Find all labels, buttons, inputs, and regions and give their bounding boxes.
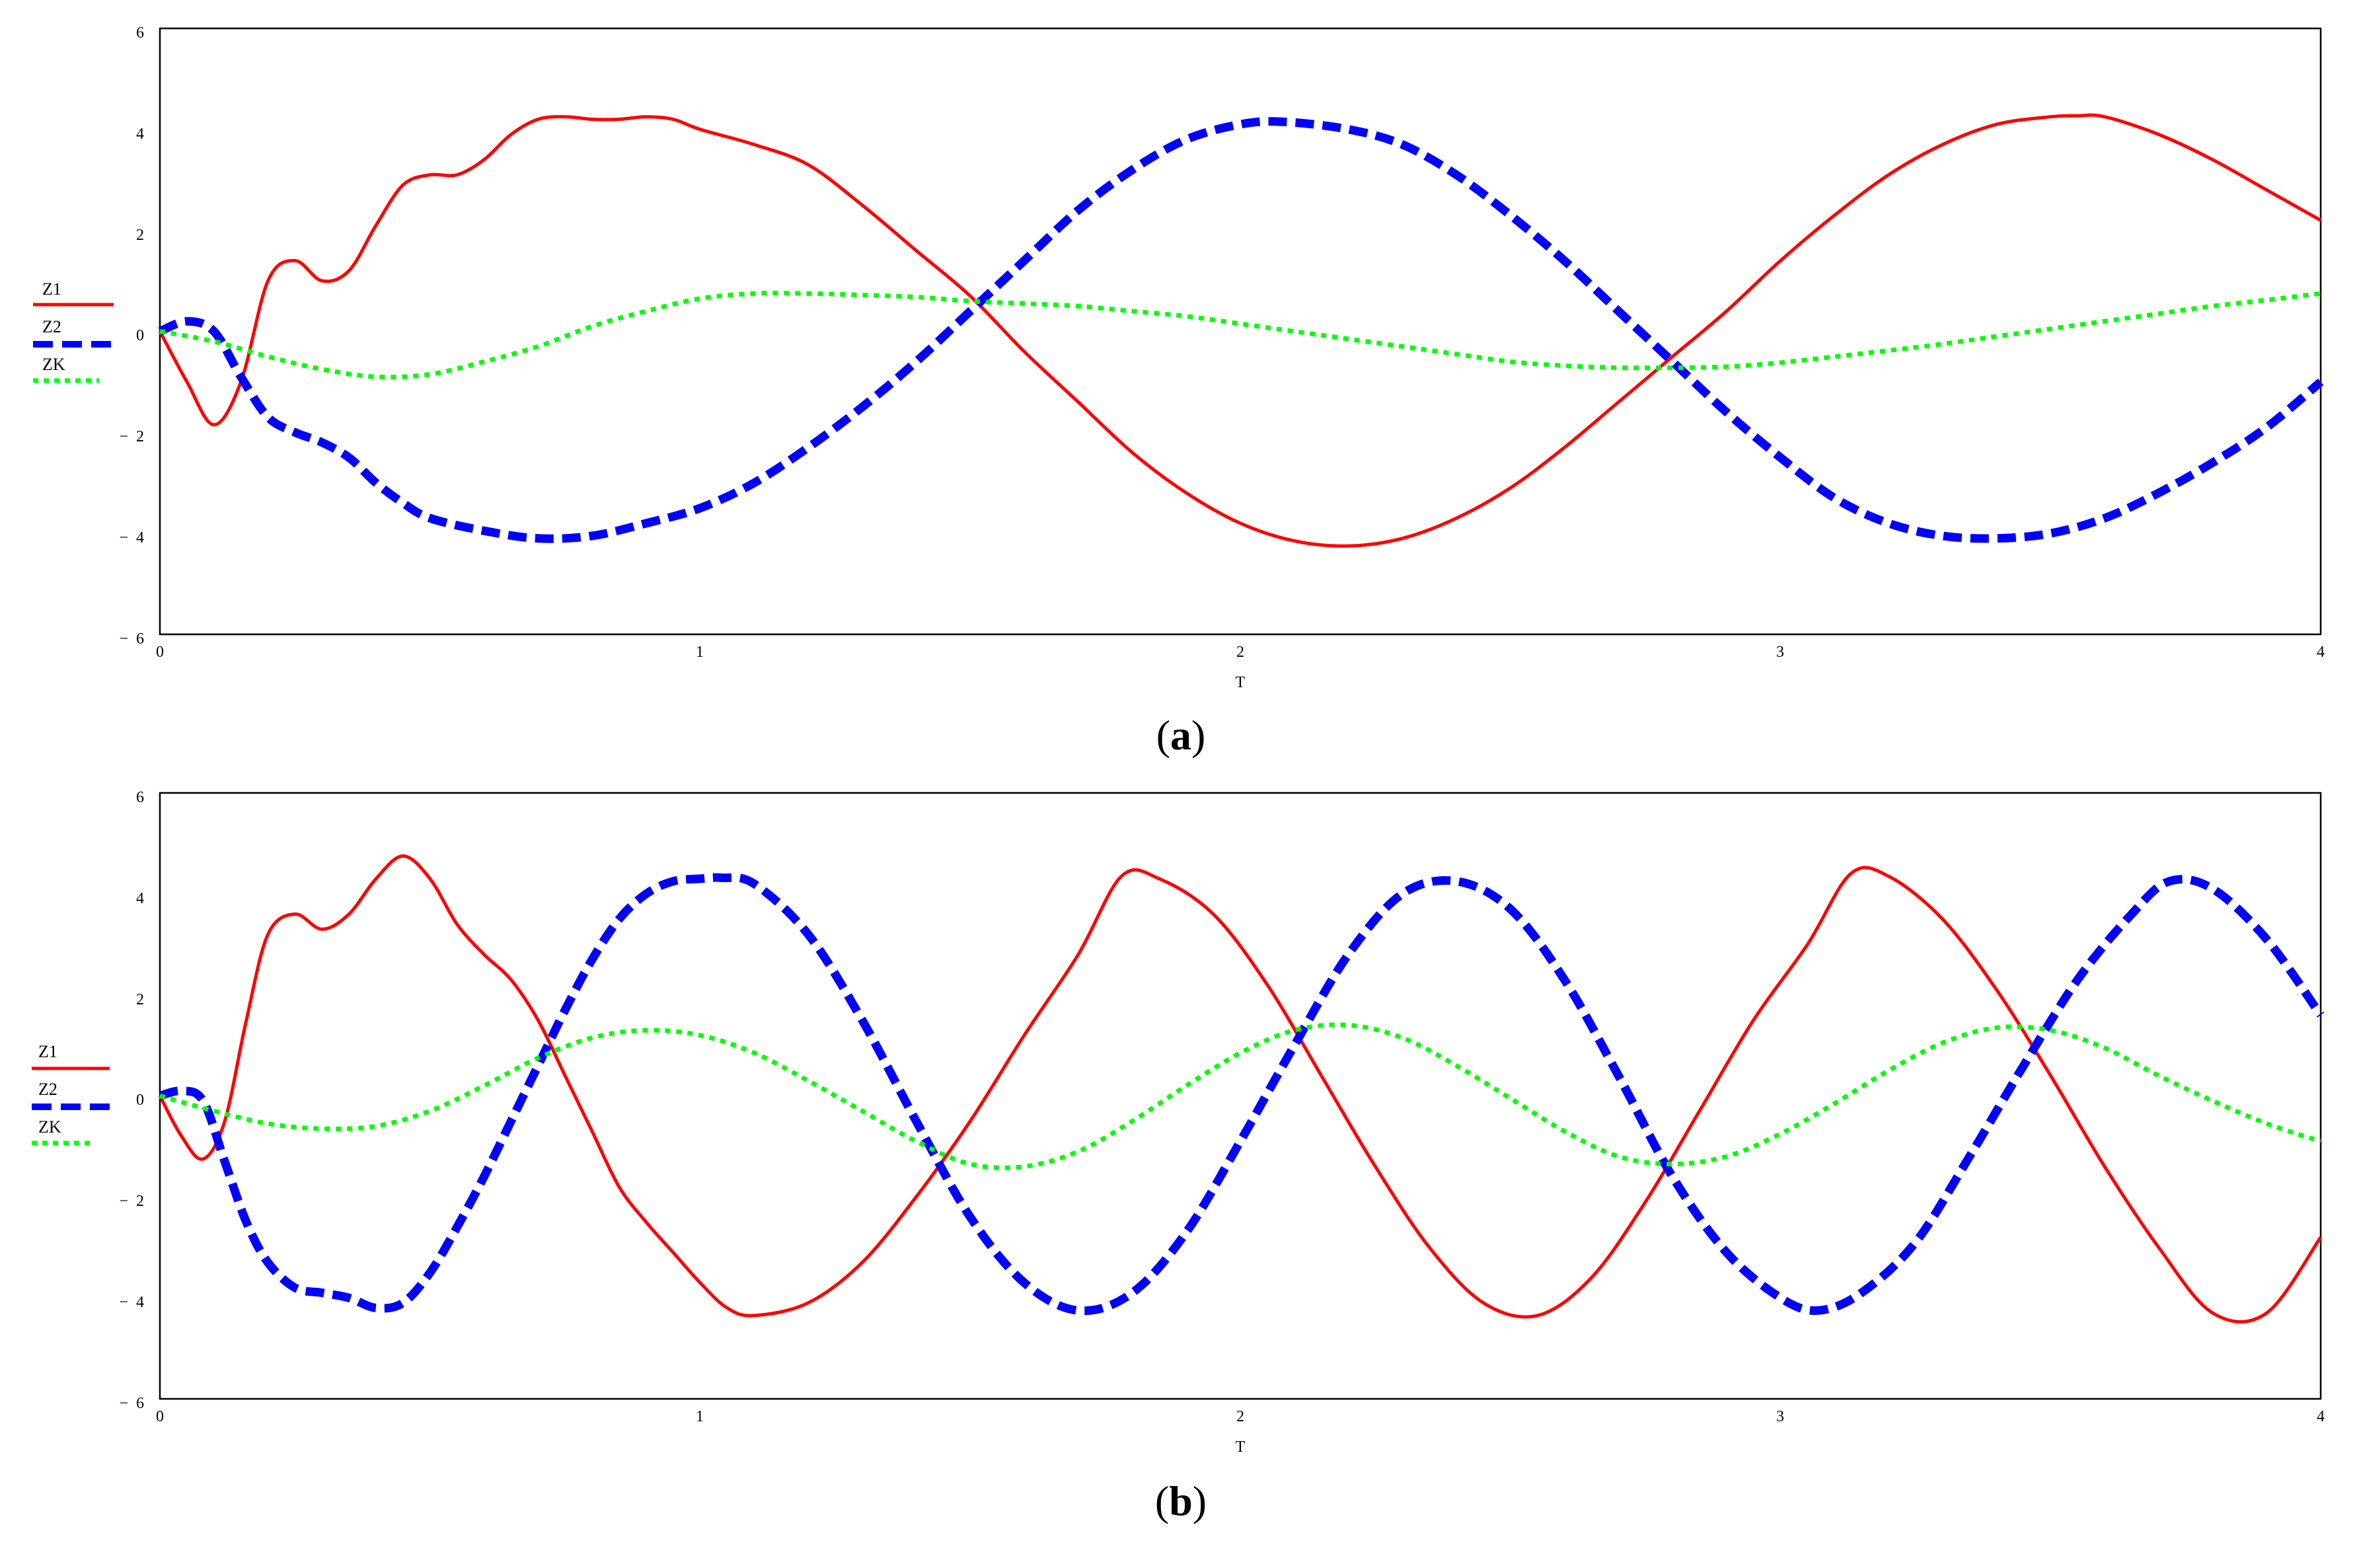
legend-label-z2: Z2 <box>38 1080 57 1099</box>
y-tick-label: 6 <box>136 789 144 806</box>
series-layer-a <box>158 113 2324 548</box>
y-tick-label: 2 <box>136 991 144 1008</box>
y-tick-label: 6 <box>136 24 144 42</box>
legend-label-zk: ZK <box>42 355 65 374</box>
x-tick-label: 2 <box>1236 1408 1244 1425</box>
x-tick-label: 3 <box>1776 644 1784 661</box>
x-axis-label-a: T <box>1236 674 1246 691</box>
y-tick-labels-a: 6 4 2 0 − 2 − 4 − 6 <box>119 24 144 648</box>
y-tick-label: 4 <box>136 126 144 143</box>
legend-a: Z1 Z2 ZK <box>33 280 114 383</box>
y-tick-label: 0 <box>136 327 144 344</box>
y-tick-label: − 2 <box>119 428 144 445</box>
legend-label-zk: ZK <box>38 1117 61 1137</box>
y-tick-labels-b: 6 4 2 0 − 2 − 4 − 6 <box>119 789 144 1412</box>
y-tick-label: 0 <box>136 1092 144 1109</box>
panel-a: 6 4 2 0 − 2 − 4 − 6 0 1 2 3 4 T Z1 Z2 ZK… <box>33 24 2325 759</box>
series-line-z2 <box>159 873 2325 1316</box>
x-tick-labels-a: 0 1 2 3 4 <box>156 644 2325 661</box>
y-tick-label: − 2 <box>119 1193 144 1210</box>
series-line-z2 <box>158 117 2324 543</box>
y-tick-label: 4 <box>136 890 144 907</box>
x-tick-label: 4 <box>2317 1408 2325 1425</box>
x-tick-labels-b: 0 1 2 3 4 <box>156 1408 2325 1425</box>
x-tick-label: 3 <box>1776 1408 1784 1425</box>
x-tick-label: 0 <box>156 1408 164 1425</box>
series-line-z1 <box>158 113 2322 548</box>
panel-b: 6 4 2 0 − 2 − 4 − 6 0 1 2 3 4 T Z1 Z2 ZK… <box>32 789 2325 1524</box>
legend-label-z1: Z1 <box>42 280 61 299</box>
y-tick-label: 2 <box>136 227 144 244</box>
y-tick-label: − 4 <box>119 529 144 546</box>
panel-caption-a: (a) <box>1156 712 1206 759</box>
legend-label-z1: Z1 <box>38 1042 57 1061</box>
x-tick-label: 1 <box>696 644 704 661</box>
y-tick-label: − 4 <box>119 1294 144 1311</box>
x-tick-label: 0 <box>156 644 164 661</box>
series-line-z1 <box>158 854 2323 1324</box>
legend-b: Z1 Z2 ZK <box>32 1042 110 1146</box>
legend-label-z2: Z2 <box>42 317 61 336</box>
series-layer-b <box>158 854 2325 1324</box>
panel-caption-letter-b: b <box>1169 1477 1193 1524</box>
x-tick-label: 1 <box>696 1408 704 1425</box>
y-tick-label: − 6 <box>119 1395 144 1412</box>
x-tick-label: 2 <box>1236 644 1244 661</box>
x-axis-label-b: T <box>1236 1438 1246 1456</box>
series-line-zk <box>159 291 2321 380</box>
panel-caption-letter-a: a <box>1170 712 1191 759</box>
x-tick-label: 4 <box>2317 644 2325 661</box>
panel-caption-b: (b) <box>1155 1477 1207 1524</box>
y-tick-label: − 6 <box>119 630 144 648</box>
